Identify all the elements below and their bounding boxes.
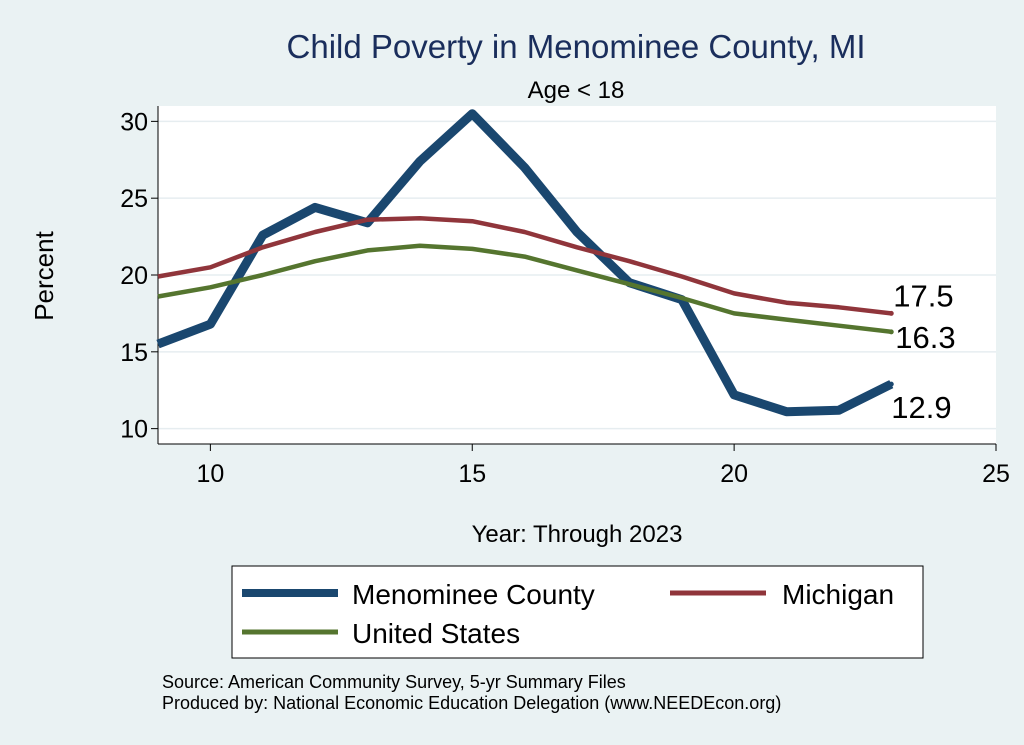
y-tick-label: 25 [120, 185, 148, 213]
end-marker [888, 310, 894, 316]
x-tick-label: 10 [196, 460, 224, 488]
grid [158, 120, 996, 430]
y-tick-label: 10 [120, 416, 148, 444]
end-label-michigan: 17.5 [893, 278, 953, 313]
x-axis-label: Year: Through 2023 [472, 521, 683, 548]
series-line-united-states [157, 243, 892, 335]
ticks: 10 15 20 25 30 10 15 20 25 [120, 108, 1010, 488]
producer-note: Produced by: National Economic Education… [162, 693, 781, 713]
end-label-menominee: 12.9 [891, 390, 951, 425]
y-tick-label: 15 [120, 339, 148, 367]
chart-title: Child Poverty in Menominee County, MI [287, 28, 866, 65]
end-marker [888, 381, 894, 387]
y-axis-label: Percent [29, 230, 59, 320]
y-tick-label: 20 [120, 262, 148, 290]
end-marker [888, 329, 894, 335]
end-labels: 12.9 17.5 16.3 [888, 278, 956, 425]
series-line-menominee [156, 109, 894, 417]
x-tick-label: 20 [720, 460, 748, 488]
legend: Menominee County Michigan United States [231, 565, 924, 659]
x-tick-label: 15 [458, 460, 486, 488]
legend-label-united-states: United States [352, 618, 520, 649]
series-line-michigan [157, 215, 892, 316]
chart-subtitle: Age < 18 [528, 77, 625, 104]
y-tick-label: 30 [120, 108, 148, 136]
legend-label-michigan: Michigan [782, 579, 894, 610]
series-lines [156, 109, 894, 417]
legend-label-menominee: Menominee County [352, 579, 595, 610]
source-note: Source: American Community Survey, 5-yr … [162, 672, 626, 692]
end-label-united-states: 16.3 [895, 320, 955, 355]
x-tick-label: 25 [982, 460, 1010, 488]
legend-box [231, 565, 924, 659]
